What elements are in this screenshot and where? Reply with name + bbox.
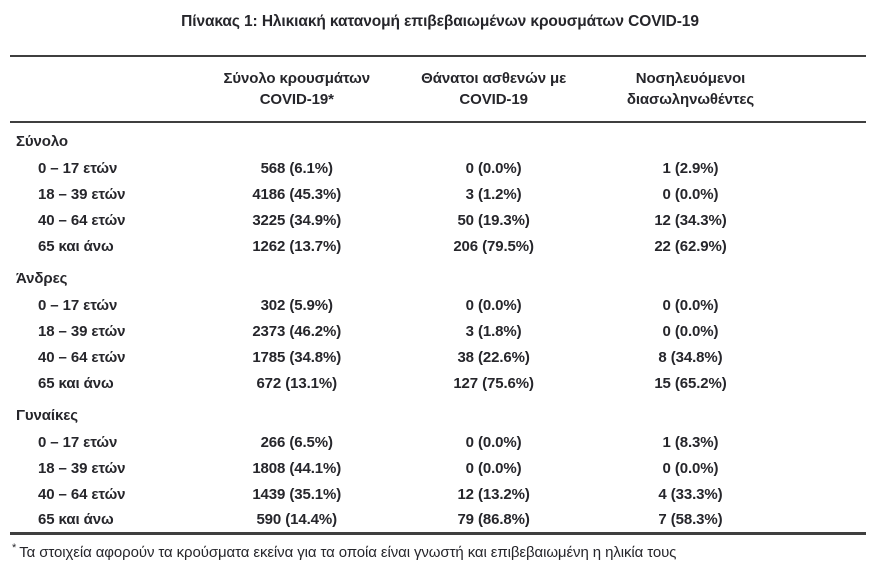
column-header-intubated: Νοσηλευόμενοι διασωληνωθέντες xyxy=(584,56,798,122)
cases-value: 568 (6.1%) xyxy=(260,159,333,177)
deaths-value: 12 (13.2%) xyxy=(457,485,530,503)
spacer-cell xyxy=(798,481,867,507)
column-header-cases-line2: COVID-19* xyxy=(259,91,334,108)
footnote-marker: * xyxy=(12,541,17,554)
cases-value: 1439 (35.1%) xyxy=(252,485,342,503)
section-header-total: Σύνολο xyxy=(10,122,866,155)
table-row: 65 και άνω 590 (14.4%) 79 (86.8%) 7 (58.… xyxy=(10,507,866,533)
age-label: 40 – 64 ετών xyxy=(38,348,126,366)
section-label: Γυναίκες xyxy=(16,407,78,424)
cases-value: 672 (13.1%) xyxy=(256,374,338,392)
column-header-deaths: Θάνατοι ασθενών με COVID-19 xyxy=(404,56,584,122)
deaths-value: 50 (19.3%) xyxy=(457,211,530,229)
intubated-value: 12 (34.3%) xyxy=(654,211,727,229)
section-label: Σύνολο xyxy=(16,133,68,150)
table-row: 40 – 64 ετών 3225 (34.9%) 50 (19.3%) 12 … xyxy=(10,207,866,233)
age-label: 65 και άνω xyxy=(38,510,114,528)
cases-value: 1262 (13.7%) xyxy=(252,237,342,255)
column-header-intubated-line1: Νοσηλευόμενοι xyxy=(635,70,746,87)
column-header-empty xyxy=(10,56,190,122)
deaths-value: 3 (1.8%) xyxy=(465,322,522,340)
deaths-value: 0 (0.0%) xyxy=(465,159,522,177)
spacer-cell xyxy=(798,455,867,481)
section-header-men: Άνδρες xyxy=(10,259,866,292)
age-label: 18 – 39 ετών xyxy=(38,322,126,340)
table-row: 40 – 64 ετών 1439 (35.1%) 12 (13.2%) 4 (… xyxy=(10,481,866,507)
table-row: 18 – 39 ετών 1808 (44.1%) 0 (0.0%) 0 (0.… xyxy=(10,455,866,481)
table-row: 0 – 17 ετών 568 (6.1%) 0 (0.0%) 1 (2.9%) xyxy=(10,155,866,181)
deaths-value: 206 (79.5%) xyxy=(453,237,534,255)
table-row: 18 – 39 ετών 2373 (46.2%) 3 (1.8%) 0 (0.… xyxy=(10,318,866,344)
column-header-spacer xyxy=(798,56,867,122)
age-label: 0 – 17 ετών xyxy=(38,159,118,177)
section-header-women: Γυναίκες xyxy=(10,396,866,429)
age-label: 18 – 39 ετών xyxy=(38,459,126,477)
spacer-cell xyxy=(798,292,867,318)
intubated-value: 1 (8.3%) xyxy=(662,433,719,451)
age-label: 0 – 17 ετών xyxy=(38,296,118,314)
spacer-cell xyxy=(798,181,867,207)
spacer-cell xyxy=(798,429,867,455)
cases-value: 2373 (46.2%) xyxy=(252,322,342,340)
age-label: 0 – 17 ετών xyxy=(38,433,118,451)
age-label: 40 – 64 ετών xyxy=(38,211,126,229)
deaths-value: 38 (22.6%) xyxy=(457,348,530,366)
footnote-text: Τα στοιχεία αφορούν τα κρούσματα εκείνα … xyxy=(19,543,677,561)
intubated-value: 1 (2.9%) xyxy=(662,159,719,177)
cases-value: 302 (5.9%) xyxy=(260,296,333,314)
deaths-value: 127 (75.6%) xyxy=(453,374,534,392)
column-header-deaths-line1: Θάνατοι ασθενών με xyxy=(421,70,567,87)
cases-value: 1785 (34.8%) xyxy=(252,348,342,366)
intubated-value: 8 (34.8%) xyxy=(658,348,723,366)
table-title: Πίνακας 1: Ηλικιακή κατανομή επιβεβαιωμέ… xyxy=(181,13,699,30)
column-header-cases: Σύνολο κρουσμάτων COVID-19* xyxy=(190,56,404,122)
deaths-value: 0 (0.0%) xyxy=(465,433,522,451)
spacer-cell xyxy=(798,233,867,259)
spacer-cell xyxy=(798,155,867,181)
spacer-cell xyxy=(798,344,867,370)
intubated-value: 4 (33.3%) xyxy=(658,485,723,503)
age-label: 65 και άνω xyxy=(38,237,114,255)
cases-value: 266 (6.5%) xyxy=(260,433,333,451)
column-header-intubated-line2: διασωληνωθέντες xyxy=(626,91,755,108)
intubated-value: 22 (62.9%) xyxy=(654,237,727,255)
cases-value: 4186 (45.3%) xyxy=(252,185,342,203)
intubated-value: 0 (0.0%) xyxy=(662,322,719,340)
intubated-value: 0 (0.0%) xyxy=(662,296,719,314)
deaths-value: 79 (86.8%) xyxy=(457,510,530,528)
column-header-cases-line1: Σύνολο κρουσμάτων xyxy=(223,70,370,87)
spacer-cell xyxy=(798,318,867,344)
intubated-value: 7 (58.3%) xyxy=(658,510,723,528)
spacer-cell xyxy=(798,507,867,533)
deaths-value: 0 (0.0%) xyxy=(465,296,522,314)
deaths-value: 0 (0.0%) xyxy=(465,459,522,477)
intubated-value: 0 (0.0%) xyxy=(662,459,719,477)
spacer-cell xyxy=(798,370,867,396)
table-container: Σύνολο κρουσμάτων COVID-19* Θάνατοι ασθε… xyxy=(10,55,866,535)
spacer-cell xyxy=(798,207,867,233)
table-row: 65 και άνω 672 (13.1%) 127 (75.6%) 15 (6… xyxy=(10,370,866,396)
footnote: * Τα στοιχεία αφορούν τα κρούσματα εκείνα… xyxy=(12,542,866,561)
column-header-deaths-line2: COVID-19 xyxy=(459,91,528,108)
table-row: 65 και άνω 1262 (13.7%) 206 (79.5%) 22 (… xyxy=(10,233,866,259)
table-row: 18 – 39 ετών 4186 (45.3%) 3 (1.2%) 0 (0.… xyxy=(10,181,866,207)
intubated-value: 15 (65.2%) xyxy=(654,374,727,392)
cases-value: 1808 (44.1%) xyxy=(252,459,342,477)
header-row: Σύνολο κρουσμάτων COVID-19* Θάνατοι ασθε… xyxy=(10,56,866,122)
section-label: Άνδρες xyxy=(16,270,68,287)
deaths-value: 3 (1.2%) xyxy=(465,185,522,203)
table-row: 0 – 17 ετών 266 (6.5%) 0 (0.0%) 1 (8.3%) xyxy=(10,429,866,455)
age-label: 18 – 39 ετών xyxy=(38,185,126,203)
cases-value: 590 (14.4%) xyxy=(256,510,338,528)
covid-age-distribution-table: Σύνολο κρουσμάτων COVID-19* Θάνατοι ασθε… xyxy=(10,55,866,535)
table-row: 0 – 17 ετών 302 (5.9%) 0 (0.0%) 0 (0.0%) xyxy=(10,292,866,318)
age-label: 65 και άνω xyxy=(38,374,114,392)
intubated-value: 0 (0.0%) xyxy=(662,185,719,203)
cases-value: 3225 (34.9%) xyxy=(252,211,342,229)
age-label: 40 – 64 ετών xyxy=(38,485,126,503)
table-row: 40 – 64 ετών 1785 (34.8%) 38 (22.6%) 8 (… xyxy=(10,344,866,370)
